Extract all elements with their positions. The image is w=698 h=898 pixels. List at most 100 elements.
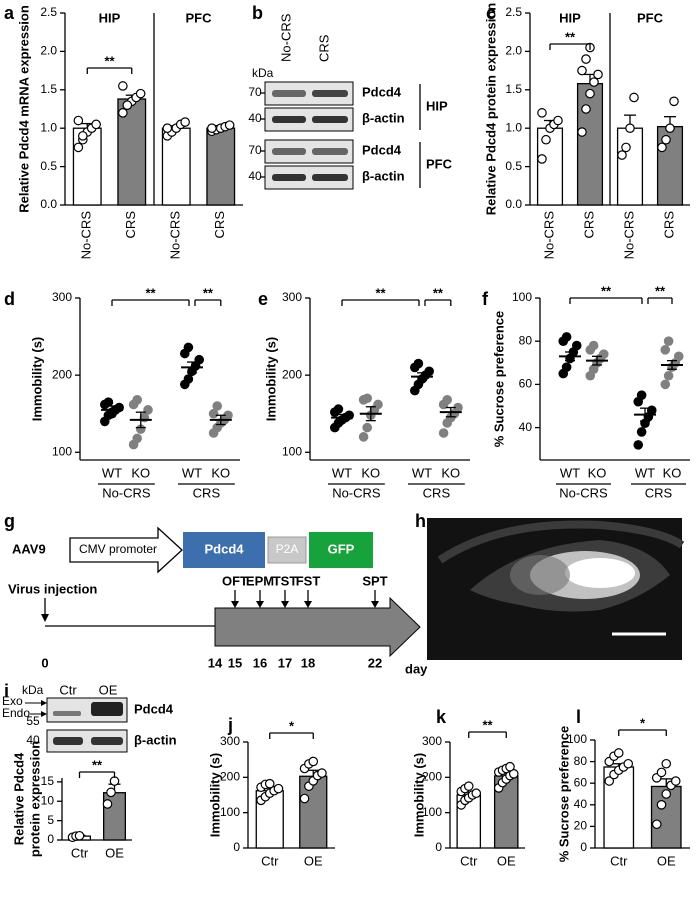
linker-box (267, 536, 307, 564)
data-point (453, 402, 463, 413)
y-tick-label: 10 (41, 793, 55, 807)
data-point (625, 123, 635, 133)
day-label: 17 (278, 655, 292, 670)
day-label: 15 (228, 655, 242, 670)
y-axis-label: % Sucrose preference (491, 311, 506, 448)
data-point (362, 393, 373, 404)
data-point (183, 374, 194, 384)
data-point (623, 758, 634, 769)
y-tick-label: 100 (52, 444, 72, 458)
panel-letter: g (4, 511, 15, 531)
panel-letter: e (258, 289, 268, 309)
data-point (604, 776, 615, 786)
y-axis-label: % Sucrose preference (556, 726, 571, 863)
data-point (223, 410, 233, 421)
y-tick-label: 300 (422, 734, 442, 748)
band (53, 711, 81, 716)
data-point (438, 428, 449, 438)
tissue-outline (437, 520, 685, 564)
x-tick-label: WT (635, 465, 655, 480)
data-point (553, 115, 563, 126)
x-tick-label: WT (560, 465, 580, 480)
region-label: HIP (426, 98, 448, 113)
significance-label: ** (565, 29, 576, 44)
data-point (589, 77, 599, 87)
data-point (617, 150, 627, 160)
data-point (118, 108, 128, 118)
x-tick-label: KO (211, 465, 230, 480)
data-point (598, 349, 609, 359)
fluorescence (565, 558, 635, 588)
fluorescence-halo (510, 555, 570, 595)
data-point (180, 117, 190, 127)
data-point (593, 69, 603, 80)
arrow-head (41, 711, 47, 717)
y-axis-label: Immobility (s) (411, 753, 426, 838)
data-point (413, 358, 424, 369)
lane-label: OE (99, 682, 118, 697)
y-tick-label: 0 (47, 832, 54, 846)
x-tick-label: CRS (123, 211, 138, 239)
event-label: Virus injection (8, 581, 97, 596)
day-label: 0 (41, 655, 48, 670)
unit-label: kDa (22, 683, 44, 697)
data-point (505, 761, 515, 772)
y-tick-label: 100 (220, 805, 240, 819)
x-tick-label: No-CRS (79, 211, 94, 260)
arrow-head (231, 601, 239, 608)
band (312, 116, 348, 123)
significance-label: ** (433, 285, 444, 300)
panel-letter: b (252, 3, 263, 23)
arrow-head (371, 601, 379, 608)
significance-label: ** (655, 283, 666, 298)
data-point (656, 767, 667, 778)
y-tick-label: 2.5 (505, 5, 522, 19)
x-tick-label: Ctr (460, 853, 478, 868)
blot-box (46, 729, 128, 753)
y-tick-label: 60 (519, 377, 533, 391)
x-tick-label: No-CRS (621, 211, 636, 260)
group-label: HIP (559, 10, 581, 25)
data-point (344, 410, 355, 421)
band (53, 737, 83, 745)
data-point (663, 336, 674, 347)
arrow-head (281, 601, 289, 608)
data-point (224, 120, 235, 130)
y-axis-label: Relative Pdcd4 mRNA expression (16, 5, 31, 213)
test-label: TST (273, 573, 298, 588)
data-point (118, 81, 128, 91)
y-tick-label: 2.0 (505, 44, 522, 58)
data-point (122, 100, 133, 110)
band (312, 148, 348, 155)
y-tick-label: 1.0 (505, 120, 522, 134)
arrow-label: Exo (2, 694, 23, 708)
y-tick-label: 15 (41, 774, 55, 788)
data-point (207, 123, 217, 133)
data-point (636, 427, 647, 437)
y-axis-label: Relative Pdcd4 (11, 752, 26, 845)
y-tick-label: 60 (574, 775, 588, 789)
data-point (183, 342, 194, 353)
data-point (308, 756, 319, 767)
x-tick-label: WT (412, 465, 432, 480)
group-label: PFC (637, 10, 664, 25)
y-tick-label: 300 (282, 290, 302, 304)
gene-label: Pdcd4 (204, 541, 244, 556)
x-tick-label: WT (102, 465, 122, 480)
marker-label: 40 (248, 169, 262, 183)
virus-label: AAV9 (12, 541, 46, 556)
y-tick-label: 1.0 (40, 120, 57, 134)
significance-label: ** (482, 717, 493, 732)
group-label: No-CRS (102, 485, 151, 500)
data-point (317, 768, 327, 778)
band (91, 702, 123, 716)
data-point (613, 748, 624, 758)
test-label: FST (296, 573, 321, 588)
data-point (442, 395, 453, 405)
data-point (661, 134, 671, 145)
data-point (660, 345, 671, 355)
data-point (665, 123, 675, 133)
arrow-head (256, 601, 264, 608)
x-tick-label: WT (182, 465, 202, 480)
data-point (299, 793, 310, 804)
